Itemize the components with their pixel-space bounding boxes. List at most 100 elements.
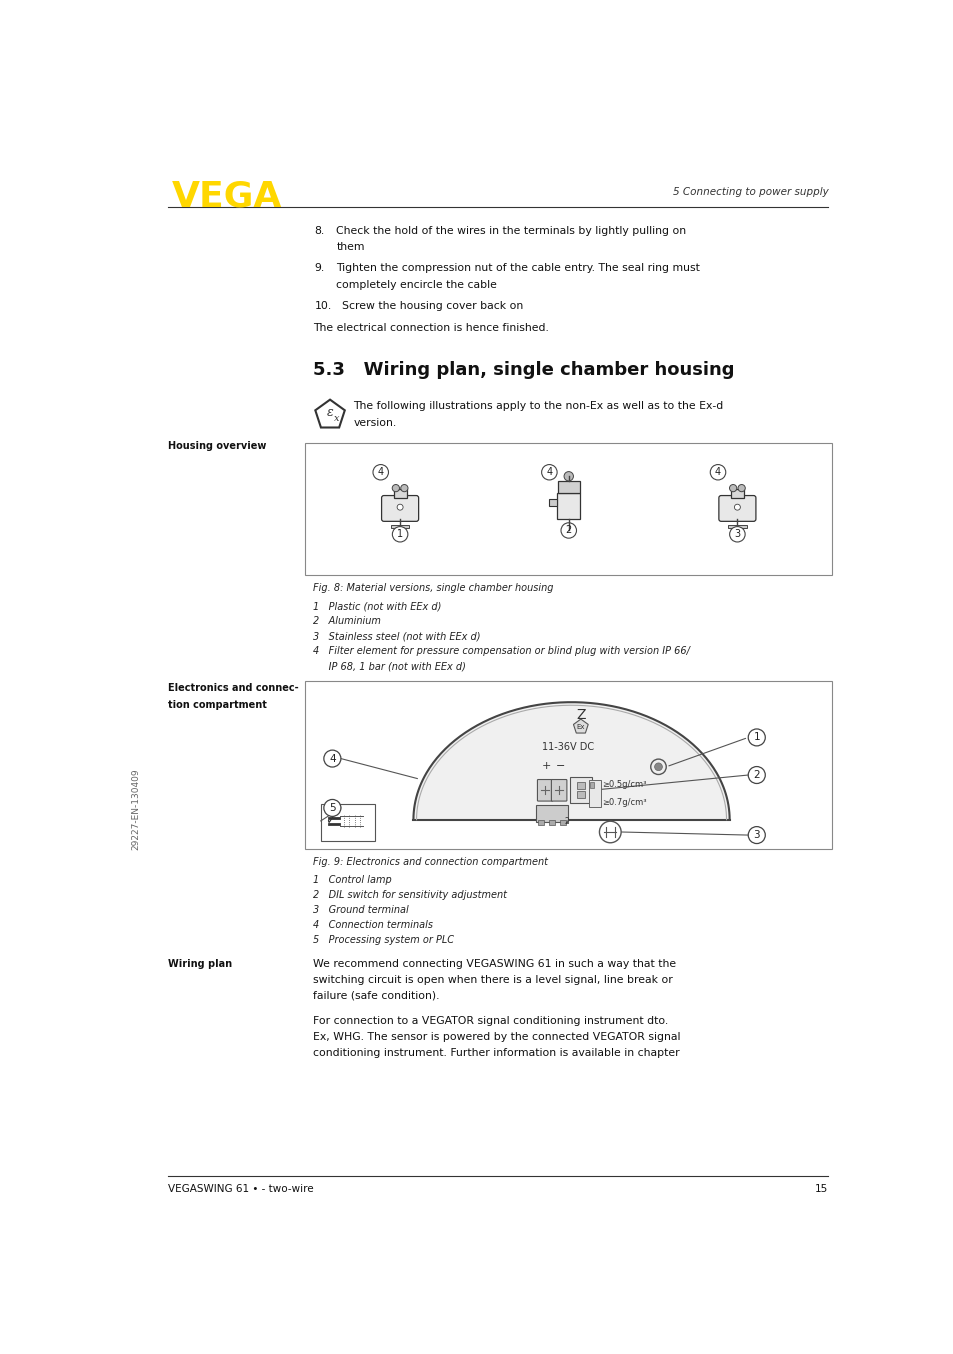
- Circle shape: [729, 527, 744, 542]
- Text: Fig. 9: Electronics and connection compartment: Fig. 9: Electronics and connection compa…: [313, 857, 547, 867]
- Text: completely encircle the cable: completely encircle the cable: [335, 279, 497, 290]
- Text: 5.3   Wiring plan, single chamber housing: 5.3 Wiring plan, single chamber housing: [313, 362, 734, 379]
- Text: The electrical connection is hence finished.: The electrical connection is hence finis…: [313, 322, 548, 333]
- Text: VEGASWING 61 • - two-wire: VEGASWING 61 • - two-wire: [168, 1183, 314, 1193]
- Bar: [727, 525, 746, 528]
- Text: Screw the housing cover back on: Screw the housing cover back on: [342, 301, 523, 311]
- Text: them: them: [335, 242, 364, 252]
- Circle shape: [747, 766, 764, 784]
- Text: 4: 4: [714, 467, 720, 477]
- Circle shape: [710, 464, 725, 479]
- Circle shape: [373, 464, 388, 479]
- Circle shape: [563, 471, 573, 481]
- Text: 2: 2: [565, 525, 571, 535]
- Bar: [569, 777, 591, 803]
- Bar: [558, 481, 579, 493]
- Text: 1   Control lamp: 1 Control lamp: [313, 875, 392, 886]
- Circle shape: [734, 504, 740, 510]
- Text: tion compartment: tion compartment: [168, 700, 267, 709]
- Text: 3   Ground terminal: 3 Ground terminal: [313, 904, 408, 915]
- Bar: [549, 821, 555, 825]
- Text: ≥0.7g/cm³: ≥0.7g/cm³: [602, 798, 646, 807]
- Text: switching circuit is open when there is a level signal, line break or: switching circuit is open when there is …: [313, 975, 672, 986]
- Text: 2   Aluminium: 2 Aluminium: [313, 616, 380, 627]
- Text: 4: 4: [377, 467, 383, 477]
- Bar: [305, 681, 831, 849]
- Text: Fig. 8: Material versions, single chamber housing: Fig. 8: Material versions, single chambe…: [313, 584, 553, 593]
- Bar: [730, 489, 743, 498]
- Text: version.: version.: [353, 418, 396, 428]
- Circle shape: [729, 485, 736, 492]
- Bar: [577, 792, 584, 799]
- Text: −: −: [556, 761, 565, 770]
- Text: ε: ε: [326, 406, 334, 420]
- Text: 8.: 8.: [314, 226, 324, 236]
- Text: 29227-EN-130409: 29227-EN-130409: [132, 768, 141, 850]
- Text: conditioning instrument. Further information is available in chapter: conditioning instrument. Further informa…: [313, 1048, 679, 1057]
- Text: failure (safe condition).: failure (safe condition).: [313, 991, 439, 1001]
- Circle shape: [396, 504, 403, 510]
- Bar: [577, 783, 584, 789]
- Bar: [537, 821, 544, 825]
- Bar: [549, 498, 557, 506]
- Text: 1   Plastic (not with EEx d): 1 Plastic (not with EEx d): [313, 601, 441, 612]
- Circle shape: [598, 822, 620, 842]
- Text: Wiring plan: Wiring plan: [168, 960, 232, 969]
- Text: Ex: Ex: [576, 724, 584, 730]
- Circle shape: [560, 523, 576, 538]
- Circle shape: [323, 750, 340, 768]
- Bar: [589, 780, 600, 807]
- Text: 3: 3: [734, 529, 740, 539]
- Circle shape: [392, 485, 399, 492]
- Text: 5 Connecting to power supply: 5 Connecting to power supply: [672, 187, 827, 198]
- Bar: [391, 525, 409, 528]
- Text: Check the hold of the wires in the terminals by lightly pulling on: Check the hold of the wires in the termi…: [335, 226, 685, 236]
- Text: 11-36V DC: 11-36V DC: [541, 742, 593, 753]
- Circle shape: [650, 760, 665, 774]
- Text: Ex, WHG. The sensor is powered by the connected VEGATOR signal: Ex, WHG. The sensor is powered by the co…: [313, 1032, 679, 1041]
- FancyBboxPatch shape: [719, 496, 755, 521]
- Text: 9.: 9.: [314, 263, 324, 274]
- Text: 4: 4: [546, 467, 552, 477]
- Circle shape: [323, 799, 340, 816]
- Text: 5   Processing system or PLC: 5 Processing system or PLC: [313, 936, 454, 945]
- Text: 15: 15: [814, 1183, 827, 1193]
- Text: We recommend connecting VEGASWING 61 in such a way that the: We recommend connecting VEGASWING 61 in …: [313, 960, 676, 969]
- Circle shape: [738, 485, 744, 492]
- Text: 1: 1: [396, 529, 403, 539]
- Text: 4   Filter element for pressure compensation or blind plug with version IP 66/: 4 Filter element for pressure compensati…: [313, 646, 689, 657]
- Text: x: x: [334, 413, 339, 422]
- Text: Electronics and connec-: Electronics and connec-: [168, 682, 298, 693]
- Text: Housing overview: Housing overview: [168, 441, 266, 451]
- Text: 3: 3: [753, 830, 760, 839]
- Text: 3   Stainless steel (not with EEx d): 3 Stainless steel (not with EEx d): [313, 631, 480, 642]
- Bar: [559, 821, 565, 825]
- Circle shape: [654, 762, 661, 770]
- Circle shape: [747, 728, 764, 746]
- Circle shape: [541, 464, 557, 479]
- Bar: [320, 804, 375, 841]
- Text: 4   Connection terminals: 4 Connection terminals: [313, 921, 433, 930]
- Text: 2   DIL switch for sensitivity adjustment: 2 DIL switch for sensitivity adjustment: [313, 890, 506, 900]
- Bar: [590, 783, 594, 788]
- Text: ✓: ✓: [324, 814, 335, 827]
- Bar: [394, 489, 406, 498]
- Text: For connection to a VEGATOR signal conditioning instrument dto.: For connection to a VEGATOR signal condi…: [313, 1016, 667, 1026]
- Circle shape: [392, 527, 408, 542]
- Text: The following illustrations apply to the non-Ex as well as to the Ex-d: The following illustrations apply to the…: [353, 401, 722, 412]
- Circle shape: [747, 826, 764, 844]
- Text: +: +: [541, 761, 551, 770]
- Bar: [557, 493, 579, 520]
- Text: Z: Z: [576, 708, 585, 722]
- Text: VEGA: VEGA: [172, 180, 282, 214]
- Text: 4: 4: [329, 754, 335, 764]
- Text: 2: 2: [564, 816, 569, 826]
- Text: ≥0.5g/cm³: ≥0.5g/cm³: [602, 780, 646, 789]
- Circle shape: [400, 485, 408, 492]
- Polygon shape: [413, 703, 729, 819]
- Bar: [305, 443, 831, 575]
- Text: 1: 1: [753, 733, 760, 742]
- Text: IP 68, 1 bar (not with EEx d): IP 68, 1 bar (not with EEx d): [313, 662, 465, 672]
- Text: 2: 2: [753, 770, 760, 780]
- FancyBboxPatch shape: [381, 496, 418, 521]
